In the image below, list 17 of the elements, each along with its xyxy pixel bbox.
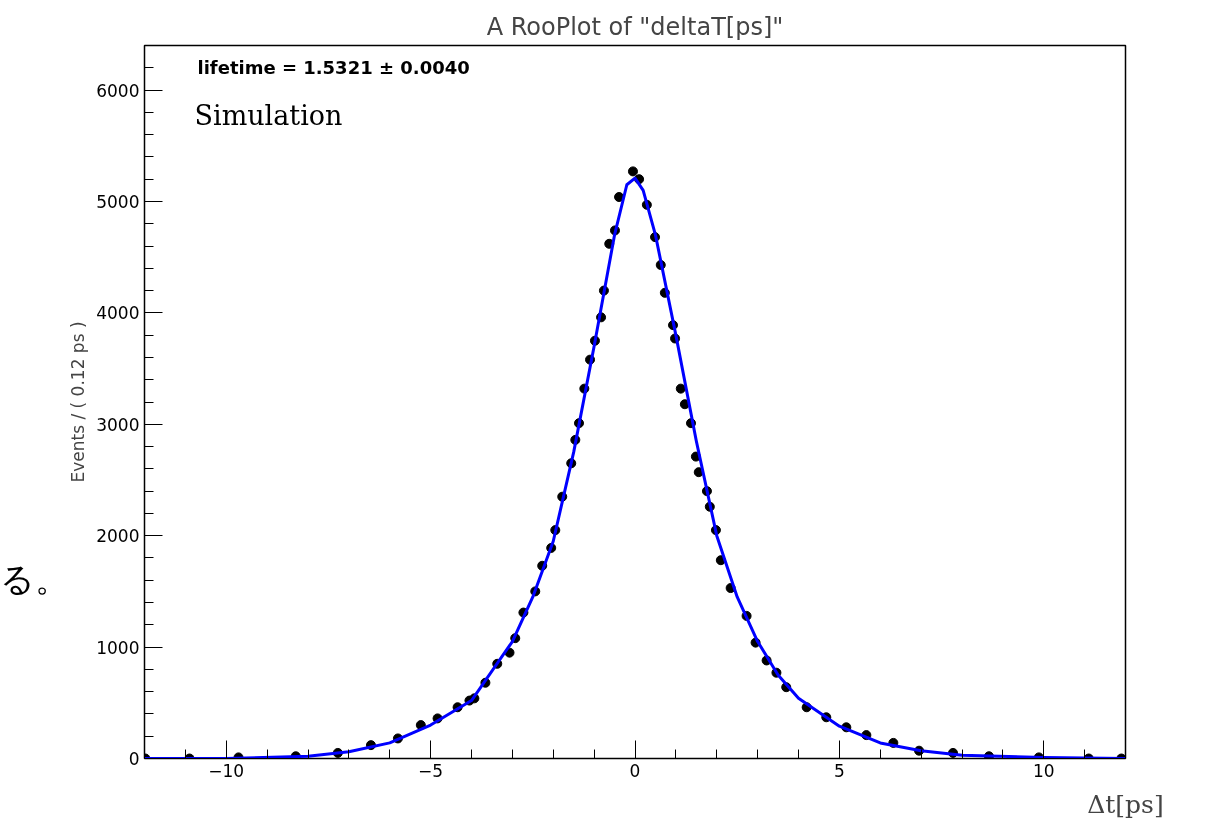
x-tick-label: 0 xyxy=(629,760,641,781)
y-tick-label: 1000 xyxy=(96,637,140,658)
y-tick-label: 6000 xyxy=(96,80,140,101)
y-tick-label: 3000 xyxy=(96,414,140,435)
x-axis-title: Δt[ps] xyxy=(1087,789,1164,819)
x-tick-label: −10 xyxy=(208,760,245,781)
text: る。 xyxy=(0,558,69,601)
y-axis-title: Events / ( 0.12 ps ) xyxy=(68,321,89,483)
x-tick-label: 5 xyxy=(833,760,845,781)
y-tick-label: 2000 xyxy=(96,526,140,547)
annotation: lifetime = 1.5321 ± 0.0040 xyxy=(197,56,470,78)
y-tick-label: 5000 xyxy=(96,191,140,212)
annotation: Simulation xyxy=(194,100,343,131)
x-tick-label: −5 xyxy=(418,760,444,781)
chart-title: A RooPlot of "deltaT[ps]" xyxy=(486,12,784,41)
y-tick-label: 4000 xyxy=(96,303,140,324)
x-tick-label: 10 xyxy=(1032,760,1055,781)
